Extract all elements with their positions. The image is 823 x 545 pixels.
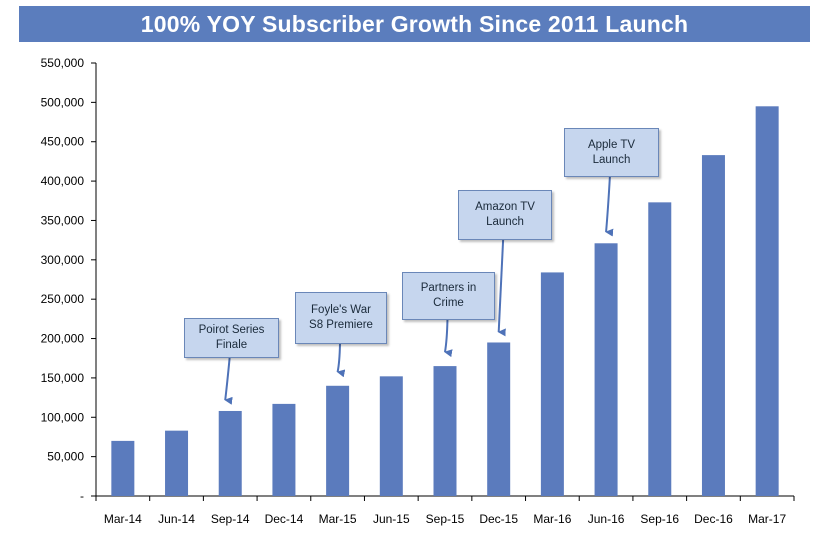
x-tick-label: Dec-14 [265,512,304,526]
annotation-box: Apple TV Launch [564,128,659,177]
x-tick-label: Jun-14 [158,512,195,526]
bar [487,342,511,496]
annotation-arrow [444,319,453,358]
annotation-box: Poirot Series Finale [184,318,279,358]
bar [648,202,672,496]
y-tick-label: 500,000 [41,95,85,109]
bar [272,403,296,496]
x-tick-label: Sep-14 [211,512,250,526]
y-tick-label: 350,000 [41,213,85,227]
bar [111,440,135,496]
bar [701,155,725,497]
bar [379,376,403,496]
bar [433,366,457,496]
y-tick-label: 100,000 [41,410,85,424]
x-tick-label: Jun-16 [588,512,625,526]
bar [540,272,564,496]
annotation-arrow [224,357,233,405]
bar [218,410,242,496]
x-tick-label: Mar-14 [104,512,142,526]
x-tick-label: Mar-17 [748,512,786,526]
chart-axes: - 50,000 100,000 150,000 200,000 250,000 300,0… [41,56,795,526]
annotation-arrow [605,176,614,237]
y-tick-label: 300,000 [41,253,85,267]
y-tick-label: 450,000 [41,135,85,149]
annotation-arrow [336,343,346,378]
y-tick-label: - [80,489,84,503]
y-tick-label: 400,000 [41,174,85,188]
bar [165,430,189,496]
annotation-arrow [497,239,506,337]
chart-title: 100% YOY Subscriber Growth Since 2011 La… [19,6,810,42]
x-tick-label: Dec-15 [479,512,518,526]
x-tick-label: Sep-16 [640,512,679,526]
bar [594,243,618,496]
x-tick-label: Mar-15 [319,512,357,526]
bar [326,385,350,496]
y-tick-label: 200,000 [41,332,85,346]
x-tick-label: Mar-16 [533,512,571,526]
x-tick-label: Sep-15 [426,512,465,526]
chart-bars [111,106,779,497]
x-tick-label: Dec-16 [694,512,733,526]
annotation-arrows [224,176,614,405]
y-tick-label: 50,000 [47,450,84,464]
y-tick-label: 250,000 [41,292,85,306]
bar [755,106,779,497]
annotation-box: Partners in Crime [402,272,495,320]
annotation-box: Foyle's War S8 Premiere [295,292,387,344]
y-tick-label: 150,000 [41,371,85,385]
annotation-box: Amazon TV Launch [458,190,552,240]
x-tick-label: Jun-15 [373,512,410,526]
y-tick-label: 550,000 [41,56,85,70]
